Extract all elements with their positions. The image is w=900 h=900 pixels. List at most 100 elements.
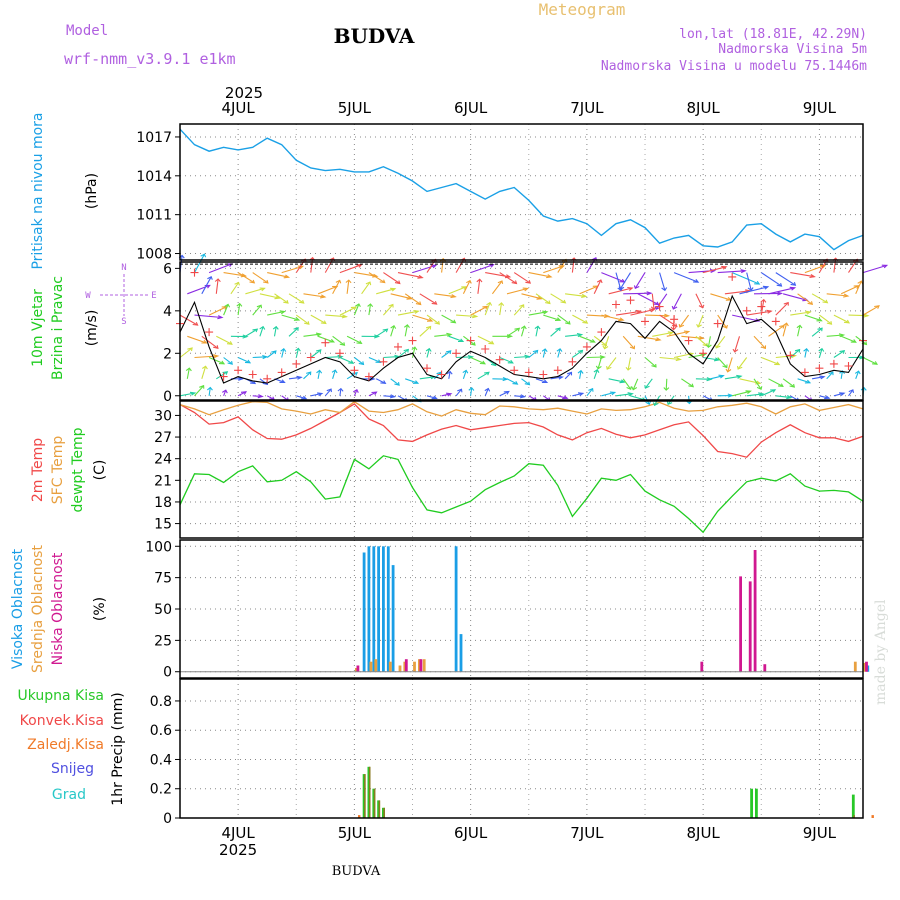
wind-arrow (397, 310, 419, 316)
wind-arrow (521, 293, 542, 300)
wind-arrow (753, 335, 766, 349)
wind-arrowhead (762, 285, 770, 290)
wind-arrowhead (512, 381, 519, 385)
wind-arrow (542, 348, 546, 358)
wind-arrowhead (199, 384, 205, 389)
wind-arrowhead (337, 387, 344, 392)
wind-arrowhead (839, 349, 846, 354)
wind-arrow (724, 375, 742, 380)
wind-arrow (550, 327, 561, 337)
wind-arrowhead (413, 309, 420, 314)
wind-gust-marker (626, 296, 635, 305)
wind-arrowhead (462, 369, 469, 374)
wind-arrow (717, 357, 728, 368)
wind-arrow (353, 303, 360, 316)
wind-arrowhead (341, 314, 349, 319)
wind-arrow (707, 336, 711, 348)
cloud-mid-bar (853, 661, 857, 672)
wind-arrow (252, 304, 262, 316)
wind-arrowhead (457, 388, 463, 393)
cloud-high-bar (372, 546, 376, 672)
wind-arrowhead (213, 354, 220, 359)
wind-arrow (775, 272, 796, 286)
wind-gust-marker (495, 355, 504, 364)
wind-arrowhead (319, 294, 327, 299)
wind-arrowhead (356, 340, 363, 345)
wind-arrowhead (609, 391, 617, 396)
wind-arrow (317, 335, 334, 343)
wind-arrow (215, 278, 219, 294)
wind-arrow (456, 314, 477, 318)
wind-arrowhead (379, 279, 386, 284)
model-label: Model (66, 23, 108, 39)
precip-frozen-bar (871, 815, 874, 818)
wind-arrow (426, 314, 440, 325)
wind-arrowhead (218, 360, 226, 365)
wind-arrow (840, 370, 843, 379)
wind-arrowhead (426, 318, 434, 322)
wind-arrow (637, 293, 659, 306)
wind-gust-marker (742, 306, 751, 315)
wind-arrowhead (652, 402, 659, 407)
temperature-ytick-label: 21 (154, 473, 172, 489)
wind-gust-marker (582, 342, 591, 351)
wind-arrowhead (595, 365, 602, 370)
bottom-day-label: 7JUL (570, 824, 604, 842)
wind-arrow (760, 272, 782, 287)
wind-arrowhead (365, 281, 372, 286)
wind-arrowhead (337, 354, 344, 359)
wind-arrowhead (653, 301, 660, 306)
wind-arrow (514, 395, 525, 398)
panel-frames (179, 123, 864, 819)
wind-arrow (593, 369, 598, 379)
wind-arrow (659, 272, 666, 291)
cloud-mid-bar (863, 662, 867, 672)
wind-arrow (332, 335, 345, 346)
wind-arrowhead (279, 379, 286, 383)
wind-gust-marker (292, 359, 301, 368)
cloud-ytick-label: 50 (154, 602, 172, 618)
wind-arrow (245, 328, 258, 337)
wind-arrow (681, 378, 694, 388)
wind-arrow (768, 378, 784, 387)
wind-arrowhead (819, 375, 826, 380)
wind-arrow (223, 357, 233, 365)
wind-arrow (273, 326, 277, 337)
wind-arrowhead (606, 365, 612, 370)
wind-speed-line (179, 294, 864, 384)
wind-arrowhead (498, 302, 505, 306)
wind-arrow (543, 314, 561, 321)
wind-arrow (753, 378, 762, 390)
wind-arrowhead (259, 325, 266, 330)
wind-arrowhead (470, 341, 476, 346)
wind-arrow (470, 356, 486, 365)
wind-arrow (746, 272, 752, 291)
wind-arrowhead (633, 285, 640, 290)
wind-arrowhead (705, 344, 712, 348)
wind-arrow (201, 276, 212, 295)
wind-arrow (734, 336, 741, 353)
wind-arrowhead (484, 387, 491, 392)
wind-arrow (703, 356, 719, 361)
compass-north: N (121, 263, 126, 273)
wind-arrow (477, 279, 481, 294)
wind-arrow (804, 348, 808, 358)
wind-arrow (601, 314, 624, 321)
wind-arrow (448, 371, 451, 379)
wind-arrow (208, 387, 211, 396)
wind-arrow (790, 272, 815, 278)
wind-arrowhead (828, 371, 834, 376)
wind-arrow (535, 293, 551, 304)
wind-arrowhead (380, 380, 387, 385)
wind-arrow (245, 287, 265, 295)
wind-arrowhead (207, 276, 213, 280)
wind-arrow (724, 290, 750, 295)
wind-arrow (622, 335, 635, 349)
wind-arrowhead (593, 369, 600, 373)
wind-gust-marker (423, 364, 431, 373)
temperature-ytick-label: 27 (154, 430, 172, 446)
wind-arrowhead (850, 339, 857, 343)
wind-arrowhead (542, 310, 549, 315)
wind-arrowhead (541, 379, 549, 384)
wind-arrow (506, 378, 518, 385)
